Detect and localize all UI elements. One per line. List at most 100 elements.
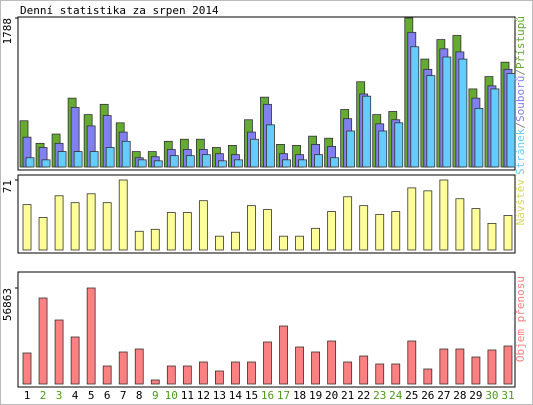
bar <box>250 138 259 168</box>
bar <box>282 159 291 168</box>
x-tick-label: 7 <box>120 389 127 402</box>
bar <box>121 140 131 168</box>
bar <box>198 200 208 251</box>
bar <box>423 368 433 385</box>
bar <box>375 363 385 385</box>
bar <box>247 205 256 251</box>
bar <box>471 356 481 385</box>
bar <box>118 179 128 251</box>
x-tick-label: 29 <box>469 389 482 402</box>
bar <box>73 151 83 168</box>
bar <box>201 154 211 168</box>
panel-label: Objem přenosu <box>514 276 527 362</box>
bar <box>295 346 304 385</box>
bar <box>263 209 272 251</box>
bar <box>295 235 304 251</box>
bar <box>266 124 275 168</box>
bar <box>327 211 337 251</box>
bar <box>343 361 353 385</box>
bar <box>57 151 67 168</box>
bar <box>279 325 288 385</box>
x-tick-label: 4 <box>72 389 79 402</box>
bar <box>54 195 64 251</box>
bar <box>215 235 224 251</box>
bar <box>234 159 243 168</box>
legend-entry: Přístupů <box>514 16 527 69</box>
bar <box>487 349 497 385</box>
bar <box>327 340 337 385</box>
bar <box>231 231 240 251</box>
y-tick-label: 71 <box>1 180 14 193</box>
bar <box>105 147 115 168</box>
bar <box>439 348 449 385</box>
bar <box>455 348 465 385</box>
bar <box>314 154 323 168</box>
bar <box>346 130 356 168</box>
bar <box>22 204 32 251</box>
x-tick-label: 5 <box>88 389 95 402</box>
bar <box>407 187 417 251</box>
bar <box>134 230 144 251</box>
y-tick-label: 56863 <box>1 288 14 321</box>
chart-title: Denní statistika za srpen 2014 <box>20 4 219 17</box>
bar <box>375 214 385 251</box>
bar <box>89 151 99 168</box>
x-tick-label: 13 <box>213 389 226 402</box>
legend-separator: / <box>514 69 527 76</box>
x-tick-label: 23 <box>373 389 386 402</box>
bar <box>378 130 388 168</box>
x-tick-label: 17 <box>277 389 290 402</box>
bar <box>359 355 369 385</box>
x-tick-label: 19 <box>309 389 322 402</box>
x-tick-label: 30 <box>485 389 498 402</box>
x-tick-label: 31 <box>501 389 514 402</box>
bar <box>458 58 468 168</box>
bar <box>25 157 35 168</box>
bar <box>455 198 465 251</box>
y-tick-label: 1788 <box>1 18 14 45</box>
bar <box>134 348 144 385</box>
bar <box>343 196 353 251</box>
bar <box>311 227 320 251</box>
bar <box>54 319 64 385</box>
bar <box>391 211 401 251</box>
bar <box>215 370 224 385</box>
x-tick-label: 24 <box>389 389 403 402</box>
x-tick-label: 1 <box>24 389 31 402</box>
bar <box>410 46 420 168</box>
legend-separator: / <box>514 122 527 129</box>
x-tick-label: 9 <box>152 389 159 402</box>
bar <box>38 297 48 385</box>
x-tick-label: 10 <box>165 389 178 402</box>
bar <box>70 202 80 251</box>
bar <box>474 108 484 168</box>
bar <box>391 363 401 385</box>
bar <box>166 365 176 385</box>
bar <box>394 122 404 168</box>
bar <box>38 217 48 251</box>
bar <box>198 361 208 385</box>
x-tick-label: 15 <box>245 389 258 402</box>
x-tick-label: 22 <box>357 389 370 402</box>
x-tick-label: 25 <box>405 389 418 402</box>
x-tick-label: 20 <box>325 389 338 402</box>
bar <box>22 352 32 385</box>
bar <box>439 179 449 251</box>
legend-entry: Stránek <box>514 128 527 175</box>
x-tick-label: 16 <box>261 389 274 402</box>
panel-label: Návštěv <box>514 179 527 226</box>
bar <box>102 365 112 385</box>
x-tick-label: 2 <box>40 389 47 402</box>
bar <box>423 190 433 251</box>
legend-entry: Souborů <box>514 76 527 122</box>
bar <box>150 228 160 251</box>
x-tick-label: 6 <box>104 389 111 402</box>
x-tick-label: 14 <box>229 389 243 402</box>
bar <box>279 235 288 251</box>
bar <box>330 157 340 168</box>
bar <box>102 202 112 251</box>
x-tick-label: 12 <box>197 389 210 402</box>
x-tick-label: 26 <box>421 389 434 402</box>
bar <box>490 88 500 168</box>
